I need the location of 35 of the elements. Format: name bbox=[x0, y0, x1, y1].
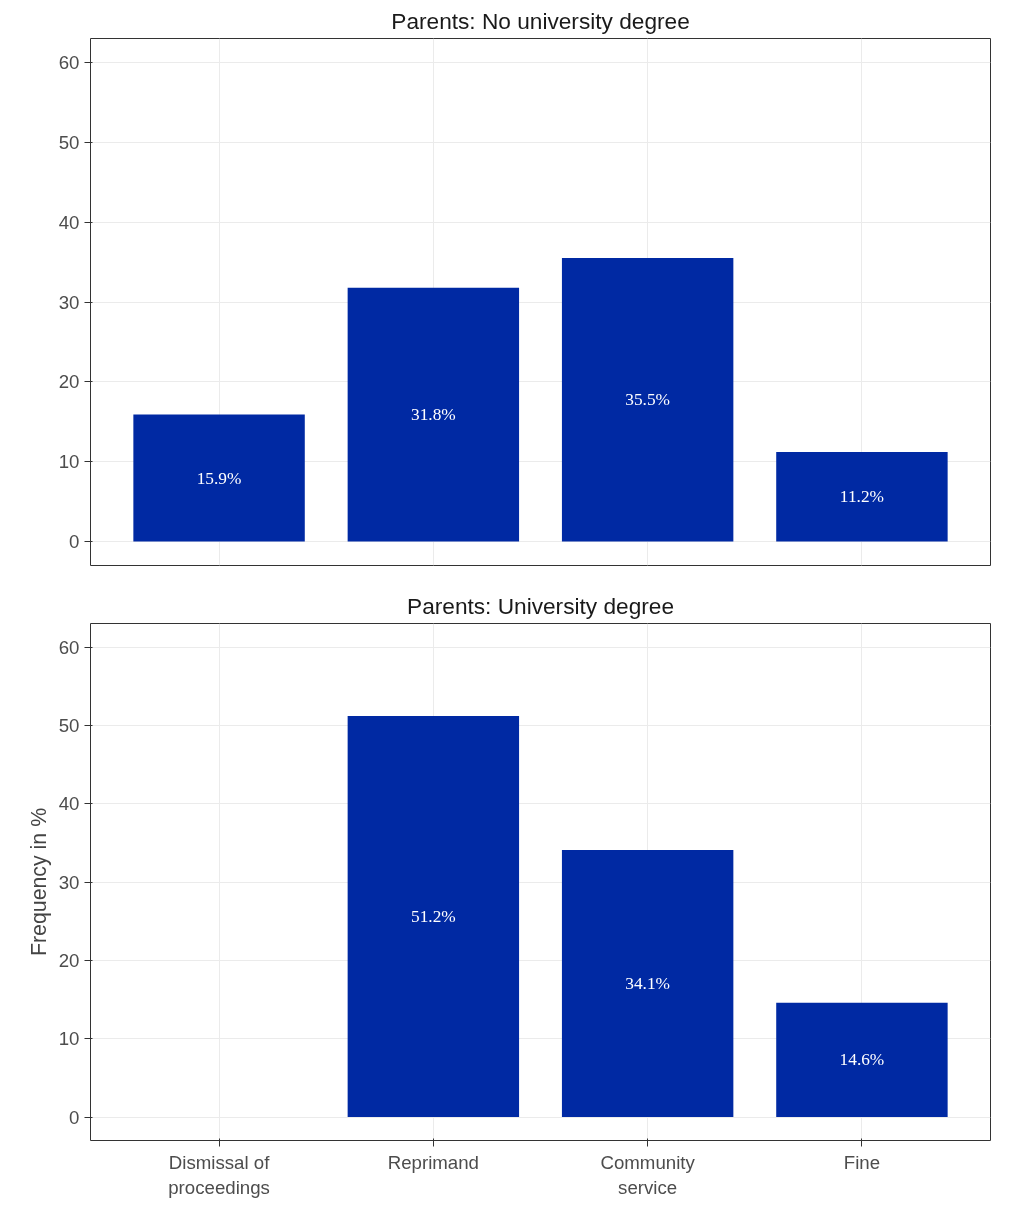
y-tick-label: 10 bbox=[58, 451, 80, 473]
data-label: 14.6% bbox=[839, 1050, 885, 1070]
bar bbox=[133, 414, 305, 542]
x-tick-label: Dismissal of proceedings bbox=[168, 1151, 271, 1198]
y-tick-label: 20 bbox=[58, 371, 80, 393]
bar bbox=[347, 287, 520, 542]
y-tick-label: 30 bbox=[58, 871, 80, 893]
y-tick-label: 50 bbox=[58, 131, 80, 153]
chart-title: Parents: University degree bbox=[407, 592, 674, 619]
y-tick-label: 60 bbox=[58, 636, 80, 658]
y-tick-label: 30 bbox=[58, 291, 80, 313]
y-tick-label: 50 bbox=[58, 714, 80, 736]
y-tick-label: 40 bbox=[58, 211, 80, 233]
data-label: 31.8% bbox=[410, 405, 456, 425]
y-tick-label: 0 bbox=[69, 1106, 80, 1128]
bar bbox=[561, 849, 734, 1117]
y-tick-label: 60 bbox=[58, 51, 80, 73]
data-label: 11.2% bbox=[839, 487, 884, 507]
bar bbox=[776, 1002, 948, 1117]
y-tick-label: 20 bbox=[58, 949, 80, 971]
y-tick-label: 40 bbox=[58, 793, 80, 815]
data-label: 15.9% bbox=[196, 468, 242, 488]
data-label: 51.2% bbox=[410, 906, 456, 926]
x-tick-label: Community service bbox=[600, 1151, 696, 1198]
y-axis-title: Frequency in % bbox=[26, 807, 51, 957]
y-tick-label: 0 bbox=[69, 531, 80, 553]
bar bbox=[347, 715, 520, 1117]
x-tick-label: Reprimand bbox=[387, 1151, 479, 1173]
y-tick-label: 10 bbox=[58, 1028, 80, 1050]
bar bbox=[776, 452, 948, 542]
data-label: 34.1% bbox=[625, 973, 671, 993]
data-label: 35.5% bbox=[625, 390, 671, 410]
chart-title: Parents: No university degree bbox=[391, 7, 690, 34]
x-tick-label: Fine bbox=[843, 1151, 881, 1173]
bar bbox=[561, 258, 734, 542]
